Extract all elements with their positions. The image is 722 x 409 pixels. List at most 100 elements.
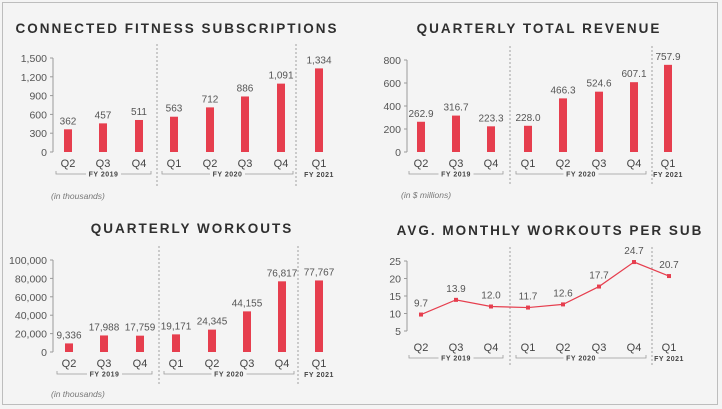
data-label: 44,155	[232, 298, 263, 309]
y-tick-label: 20,000	[15, 329, 47, 341]
data-label: 12.6	[553, 288, 573, 299]
x-tick-label: Q2	[203, 158, 218, 170]
fiscal-label: FY 2021	[304, 372, 334, 379]
bar	[65, 343, 73, 352]
bar	[487, 126, 495, 152]
bar	[452, 115, 460, 152]
bar	[170, 116, 178, 152]
y-tick-label: 10	[389, 309, 401, 321]
x-tick-label: Q1	[521, 158, 536, 170]
x-tick-label: Q3	[592, 158, 607, 170]
bar	[595, 91, 603, 152]
bar	[136, 335, 144, 352]
x-tick-label: Q3	[240, 358, 255, 370]
x-tick-label: Q4	[627, 342, 642, 354]
data-label: 24.7	[624, 246, 644, 257]
bar	[135, 119, 143, 152]
y-tick-label: 600	[383, 78, 401, 90]
bar	[315, 280, 323, 352]
x-tick-label: Q3	[592, 342, 607, 354]
y-tick-label: 1,500	[21, 53, 47, 65]
y-tick-label: 20	[389, 274, 401, 286]
fiscal-label-bg	[211, 371, 247, 377]
dashboard-frame: CONNECTED FITNESS SUBSCRIPTIONS 0 300 600 90…	[2, 2, 718, 405]
data-label: 886	[237, 83, 254, 94]
x-tick-label: Q1	[521, 342, 536, 354]
data-point	[597, 284, 601, 289]
bar	[664, 64, 672, 152]
chart-1: CONNECTED FITNESS SUBSCRIPTIONS 0 300 600 90…	[15, 21, 338, 201]
bar	[559, 98, 567, 152]
chart-3: QUARTERLY WORKOUTS 0 20,000 40,000 60,000 80,…	[9, 221, 335, 399]
bar	[208, 329, 216, 352]
data-label: 1,091	[268, 71, 293, 82]
fiscal-label: FY 2020	[213, 172, 243, 179]
x-tick-label: Q2	[556, 342, 571, 354]
data-point	[454, 297, 458, 302]
y-tick-label: 40,000	[15, 310, 47, 322]
units-note: (in $ millions)	[401, 190, 451, 200]
fiscal-label: FY 2020	[566, 172, 596, 179]
data-point	[561, 302, 565, 307]
x-tick-label: Q4	[484, 342, 499, 354]
y-tick-label: 400	[383, 101, 401, 113]
fiscal-label: FY 2019	[441, 356, 471, 363]
bar	[524, 125, 532, 152]
chart-title: QUARTERLY WORKOUTS	[91, 221, 294, 236]
chart-2: QUARTERLY TOTAL REVENUE 0 200 400 600 800 262.…	[383, 21, 682, 200]
bar	[99, 123, 107, 152]
fiscal-label: FY 2019	[90, 372, 120, 379]
fiscal-label: FY 2019	[441, 172, 471, 179]
x-tick-label: Q2	[62, 358, 77, 370]
fiscal-label-bg	[563, 171, 599, 177]
fiscal-label-bg	[210, 171, 245, 177]
data-label: 223.3	[478, 113, 503, 124]
x-tick-label: Q1	[169, 358, 184, 370]
y-tick-label: 5	[395, 326, 401, 338]
data-label: 17.7	[589, 271, 609, 282]
x-tick-label: Q4	[133, 358, 148, 370]
chart-title: QUARTERLY TOTAL REVENUE	[417, 21, 662, 36]
chart-4: AVG. MONTHLY WORKOUTS PER SUB 5 10 15 20 25 9.…	[389, 223, 704, 365]
fiscal-label: FY 2021	[304, 172, 334, 179]
bar	[315, 68, 323, 152]
y-tick-label: 600	[29, 109, 47, 121]
data-label: 228.0	[515, 113, 540, 124]
x-tick-label: Q1	[167, 158, 182, 170]
data-label: 19,171	[161, 321, 192, 332]
data-label: 77,767	[304, 267, 335, 278]
data-label: 24,345	[197, 317, 228, 328]
fiscal-label: FY 2021	[654, 356, 684, 363]
fiscal-label: FY 2020	[214, 372, 244, 379]
x-tick-label: Q4	[275, 358, 290, 370]
data-point	[632, 260, 636, 265]
x-tick-label: Q3	[449, 342, 464, 354]
bar	[172, 334, 180, 352]
fiscal-label-bg	[563, 355, 599, 361]
data-label: 457	[95, 110, 112, 121]
y-tick-label: 800	[383, 55, 401, 67]
bar	[100, 335, 108, 352]
chart-title: AVG. MONTHLY WORKOUTS PER SUB	[397, 223, 704, 238]
y-tick-label: 0	[41, 147, 47, 159]
y-tick-label: 900	[29, 91, 47, 103]
x-tick-label: Q2	[414, 342, 429, 354]
x-tick-label: Q1	[662, 342, 677, 354]
units-note: (in thousands)	[51, 389, 105, 399]
chart-title: CONNECTED FITNESS SUBSCRIPTIONS	[15, 21, 338, 36]
data-label: 1,334	[306, 55, 331, 66]
fiscal-label-bg	[438, 355, 474, 361]
data-label: 20.7	[659, 260, 679, 271]
fiscal-label: FY 2019	[89, 172, 119, 179]
data-point	[489, 304, 493, 309]
data-label: 511	[131, 107, 147, 118]
units-note: (in thousands)	[51, 191, 105, 201]
charts-canvas: CONNECTED FITNESS SUBSCRIPTIONS 0 300 600 90…	[9, 21, 704, 399]
data-point	[419, 312, 423, 317]
bar	[241, 96, 249, 152]
x-tick-label: Q3	[97, 358, 112, 370]
x-tick-label: Q4	[627, 158, 642, 170]
data-label: 262.9	[408, 109, 433, 120]
x-tick-label: Q1	[661, 158, 676, 170]
y-tick-label: 60,000	[15, 292, 47, 304]
